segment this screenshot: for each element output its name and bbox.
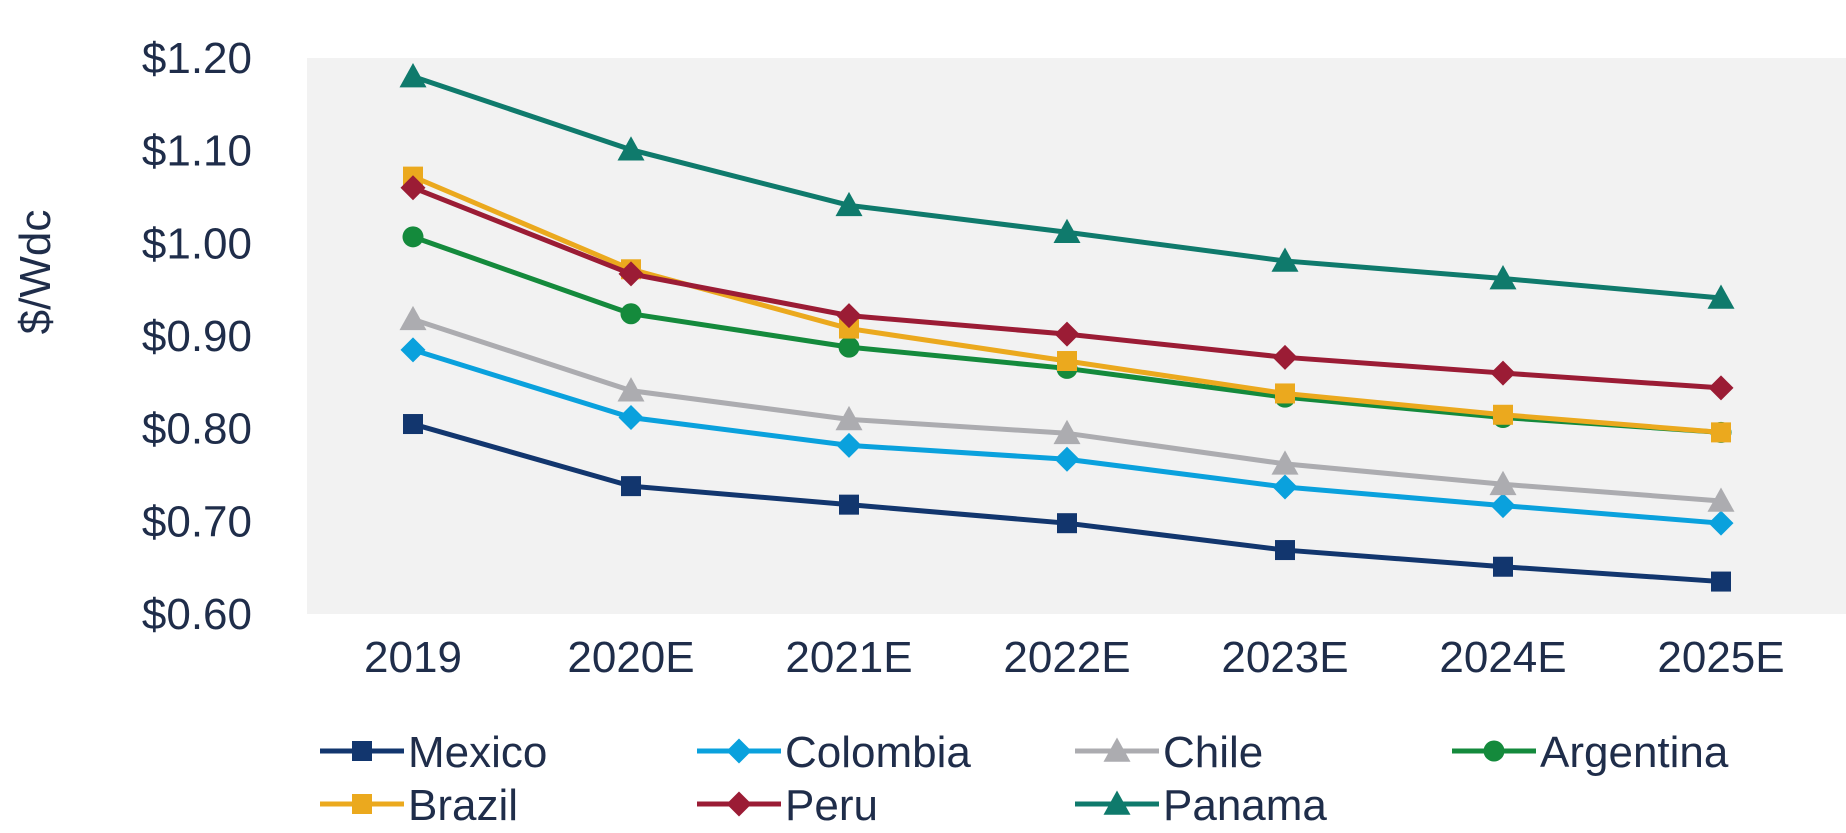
data-point xyxy=(621,476,641,497)
x-tick-label: 2019 xyxy=(364,633,462,682)
series-chile xyxy=(399,305,1735,512)
legend-item-argentina: Argentina xyxy=(1452,728,1729,777)
data-point xyxy=(1489,265,1517,290)
data-point xyxy=(402,226,424,248)
series-mexico xyxy=(403,414,1731,592)
data-point xyxy=(1057,513,1077,534)
series-panama xyxy=(399,63,1735,309)
y-axis-title: $/Wdc xyxy=(11,210,60,335)
data-point xyxy=(1490,493,1516,519)
y-tick-label: $0.60 xyxy=(142,590,252,639)
data-point xyxy=(1483,740,1505,762)
legend-item-panama: Panama xyxy=(1075,781,1327,830)
y-tick-label: $0.80 xyxy=(142,405,252,454)
y-tick-label: $0.90 xyxy=(142,312,252,361)
legend-label: Brazil xyxy=(408,781,518,830)
series-peru xyxy=(400,175,1734,401)
data-point xyxy=(1272,344,1298,370)
data-point xyxy=(836,432,862,458)
legend-item-peru: Peru xyxy=(697,781,878,830)
data-point xyxy=(1711,571,1731,592)
data-point xyxy=(400,175,426,201)
legend-item-mexico: Mexico xyxy=(320,728,547,777)
data-point xyxy=(352,741,372,761)
data-point xyxy=(726,791,752,817)
y-tick-label: $1.20 xyxy=(142,34,252,83)
x-tick-label: 2025E xyxy=(1657,633,1784,682)
data-point xyxy=(399,63,427,88)
data-point xyxy=(1272,474,1298,500)
data-point xyxy=(839,494,859,515)
legend-item-colombia: Colombia xyxy=(697,728,971,777)
data-point xyxy=(400,337,426,363)
data-point xyxy=(1708,375,1734,401)
data-point xyxy=(1489,470,1517,496)
data-point xyxy=(1103,737,1131,762)
series-layer xyxy=(399,63,1735,592)
data-point xyxy=(618,405,644,431)
legend-label: Chile xyxy=(1163,728,1263,777)
data-point xyxy=(620,303,642,325)
legend-item-brazil: Brazil xyxy=(320,781,518,830)
legend-label: Panama xyxy=(1163,781,1327,830)
data-point xyxy=(835,191,863,217)
data-point xyxy=(352,794,372,814)
data-point xyxy=(726,738,752,764)
legend: Mexico Colombia Chile Argentina Brazil Peru Pa… xyxy=(320,728,1729,830)
data-point xyxy=(1271,450,1299,475)
data-point xyxy=(399,305,427,331)
data-point xyxy=(1057,351,1077,372)
data-point xyxy=(1711,422,1731,443)
legend-label: Peru xyxy=(785,781,878,830)
x-tick-label: 2021E xyxy=(785,633,912,682)
data-point xyxy=(1707,487,1735,512)
data-point xyxy=(839,318,859,339)
data-point xyxy=(1054,446,1080,472)
y-tick-label: $0.70 xyxy=(142,497,252,546)
legend-label: Colombia xyxy=(785,728,971,777)
data-point xyxy=(1054,321,1080,347)
data-point xyxy=(1275,540,1295,561)
legend-item-chile: Chile xyxy=(1075,728,1263,777)
data-point xyxy=(1707,284,1735,309)
data-point xyxy=(1490,360,1516,386)
series-colombia xyxy=(400,337,1734,536)
x-tick-label: 2020E xyxy=(567,633,694,682)
x-axis-tick-labels: 2019 2020E 2021E 2022E 2023E 2024E 2025E xyxy=(364,633,1785,682)
x-tick-label: 2023E xyxy=(1221,633,1348,682)
data-point xyxy=(1708,510,1734,536)
x-tick-label: 2024E xyxy=(1439,633,1566,682)
data-point xyxy=(617,377,645,402)
x-tick-label: 2022E xyxy=(1003,633,1130,682)
y-axis-tick-labels: $0.60 $0.70 $0.80 $0.90 $1.00 $1.10 $1.20 xyxy=(142,34,252,639)
data-point xyxy=(1493,556,1513,577)
data-point xyxy=(1493,404,1513,425)
data-point xyxy=(618,261,644,287)
data-point xyxy=(1053,419,1081,445)
legend-label: Argentina xyxy=(1540,728,1729,777)
y-tick-label: $1.00 xyxy=(142,219,252,268)
data-point xyxy=(403,414,423,435)
data-point xyxy=(1053,218,1081,244)
y-tick-label: $1.10 xyxy=(142,127,252,176)
data-point xyxy=(1271,247,1299,272)
data-point xyxy=(836,303,862,329)
legend-label: Mexico xyxy=(408,728,547,777)
data-point xyxy=(1103,790,1131,815)
data-point xyxy=(1275,383,1295,404)
data-point xyxy=(835,405,863,431)
data-point xyxy=(617,136,645,161)
data-point xyxy=(838,336,860,358)
